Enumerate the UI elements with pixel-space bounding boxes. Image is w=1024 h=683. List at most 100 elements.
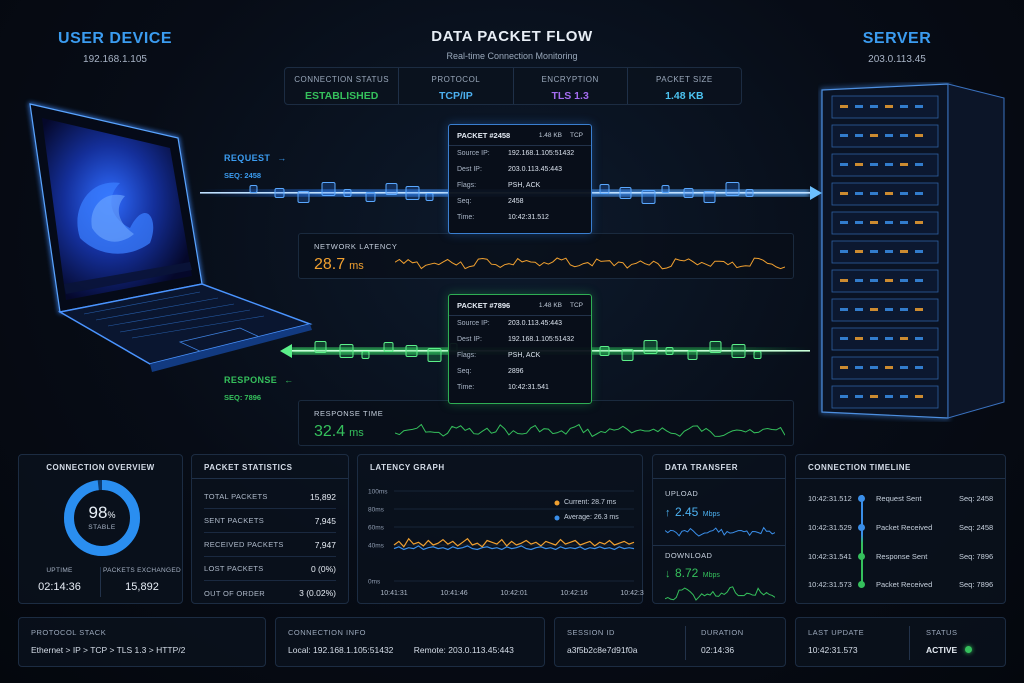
rack-led [840,279,848,282]
event-seq: Seq: 2458 [959,494,994,503]
upload-label: UPLOAD [665,489,699,498]
packet-block-icon [599,184,610,194]
status-connection-value: ESTABLISHED [304,90,379,102]
rack-led [840,395,848,398]
packet-block-icon [665,347,674,355]
status-packet-size: PACKET SIZE 1.48 KB [628,68,741,104]
download-label: DOWNLOAD [665,551,713,560]
row-key: Source IP: [457,150,490,157]
status-protocol: PROTOCOL TCP/IP [399,68,514,104]
rack-led [900,337,908,340]
packet-row-dest: Dest IP: 192.168.1.105:51432 [449,332,591,348]
row-value: 192.168.1.105:51432 [508,336,575,343]
data-transfer-panel: DATA TRANSFER UPLOAD ↑ 2.45 Mbps DOWNLOA… [652,454,786,604]
packets-exchanged-block: PACKETS EXCHANGED 15,892 [101,567,183,593]
latency-graph-panel: LATENCY GRAPH 100ms 80ms 60ms 40ms 0ms 10:41… [357,454,644,604]
packet-block-icon [383,342,394,352]
rack-led [840,163,848,166]
network-latency-value: 28.7 [314,256,346,273]
upload-value: 2.45 [674,505,699,519]
packet-row-time: Time: 10:42:31.541 [449,380,591,396]
update-status-panel: LAST UPDATE 10:42:31.573 STATUS ACTIVE [795,617,1006,667]
server-title: SERVER [862,30,932,47]
rack-led [900,250,908,253]
status-label: STATUS [926,628,958,637]
packet-id: PACKET #2458 [457,131,511,140]
event-name: Request Sent [876,494,922,503]
timeline-event[interactable]: 10:42:31.541 Response Sent Seq: 7896 [796,552,1005,566]
packet-card-2458[interactable]: PACKET #2458 1.48 KB TCP Source IP: 192.1… [448,124,592,234]
stability-percent: 98 [88,503,108,522]
x-tick-label: 10:41:31 [380,590,407,597]
network-latency-unit: ms [349,260,364,272]
rack-led [855,366,863,369]
x-tick-label: 10:41:46 [440,590,467,597]
rack-led [840,192,848,195]
latency-sparkline [395,257,785,270]
rack-led [840,366,848,369]
stat-value: 3 (0.02%) [299,588,336,598]
legend-average: Average: 26.3 ms [564,514,619,521]
rack-led [855,279,863,282]
packet-block-icon [425,193,434,201]
rack-led [885,337,893,340]
network-latency-label: NETWORK LATENCY [314,242,398,251]
event-name: Packet Received [876,523,933,532]
rack-led [855,308,863,311]
event-dot-icon [858,495,865,502]
rack-led [855,221,863,224]
packet-size: 1.48 KB [538,132,562,139]
row-value: 192.168.1.105:51432 [508,150,575,157]
packet-block-icon [661,185,670,193]
rack-led [840,221,848,224]
status-connection: CONNECTION STATUS ESTABLISHED [285,68,400,104]
download-arrow-icon: ↓ [665,568,671,580]
packet-block-icon [297,191,310,203]
rack-led [885,105,893,108]
timeline-event[interactable]: 10:42:31.573 Packet Received Seq: 7896 [796,580,1005,594]
rack-led [855,337,863,340]
packet-card-7896[interactable]: PACKET #7896 1.48 KB TCP Source IP: 203.0… [448,294,592,404]
timeline-event[interactable]: 10:42:31.529 Packet Received Seq: 2458 [796,523,1005,537]
rack-led [915,250,923,253]
event-seq: Seq: 7896 [959,552,994,561]
packet-row-source: Source IP: 203.0.113.45:443 [449,316,591,332]
uptime-label: UPTIME [46,567,73,574]
status-badge: ACTIVE [926,645,972,655]
rack-led [870,163,878,166]
stat-value: 7,945 [314,515,336,526]
timeline-event[interactable]: 10:42:31.512 Request Sent Seq: 2458 [796,494,1005,508]
rack-led [915,395,923,398]
packet-block-icon [405,186,420,200]
packet-block-icon [339,344,354,358]
event-dot-icon [858,553,865,560]
uptime-value: 02:14:36 [38,581,81,593]
latency-line-average [393,545,635,551]
connection-remote: Remote: 203.0.113.45:443 [413,645,514,655]
stability-label: STABLE [88,524,116,531]
status-encryption-label: ENCRYPTION [541,75,599,84]
status-encryption: ENCRYPTION TLS 1.3 [514,68,628,104]
packet-row-source: Source IP: 192.168.1.105:51432 [449,146,591,162]
x-tick-label: 10:42:31 [620,590,644,597]
stability-ring [64,480,140,556]
rack-led [870,250,878,253]
legend-current: Current: 28.7 ms [564,499,617,506]
row-value: 203.0.113.45:443 [508,166,562,173]
last-update-value: 10:42:31.573 [808,645,858,655]
legend-average-dot [554,515,560,521]
y-tick-label: 80ms [368,507,385,514]
packet-block-icon [314,341,327,353]
rack-led [915,337,923,340]
status-size-label: PACKET SIZE [655,75,713,84]
packet-block-icon [361,351,370,359]
event-time: 10:42:31.512 [808,494,852,503]
status-value: ACTIVE [926,645,958,655]
download-readout: ↓ 8.72 Mbps [665,564,720,582]
rack-led [855,192,863,195]
connection-timeline-panel: CONNECTION TIMELINE 10:42:31.512 Request… [795,454,1006,604]
rack-led [915,366,923,369]
event-dot-icon [858,581,865,588]
rack-led [870,308,878,311]
rack-led [900,163,908,166]
